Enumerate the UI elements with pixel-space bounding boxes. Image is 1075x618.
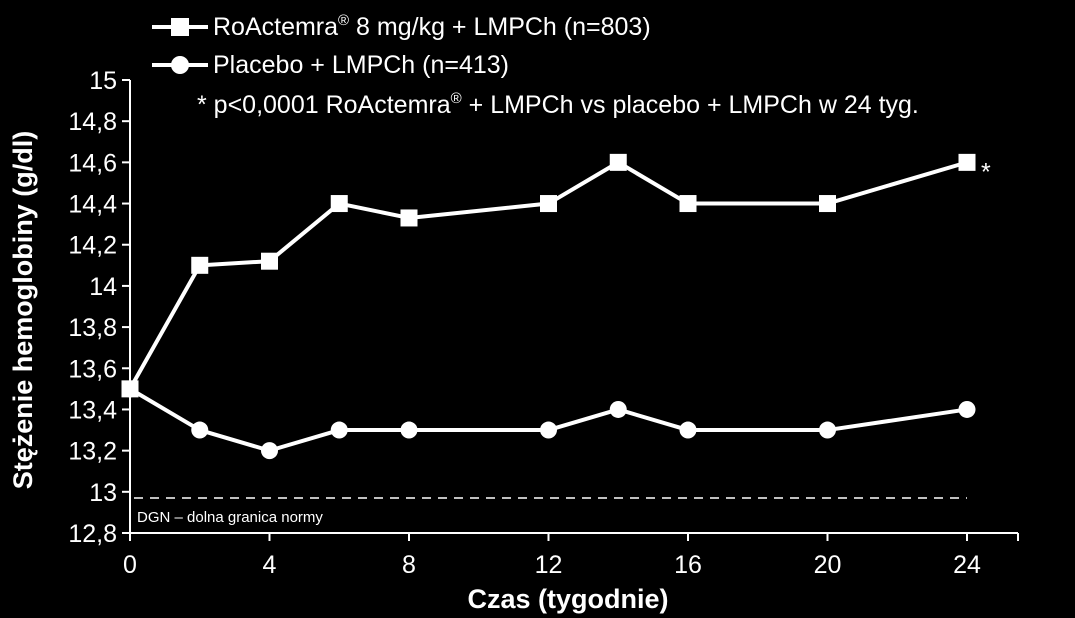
footnote-part-a: * p<0,0001 RoActemra	[197, 91, 451, 119]
y-tick-label: 14	[89, 273, 117, 301]
legend-item-roactemra: RoActemra® 8 mg/kg + LMPCh (n=803)	[152, 12, 651, 41]
footnote-sup: ®	[451, 90, 462, 107]
y-tick-label: 13,6	[68, 355, 117, 383]
data-point-square	[191, 256, 209, 274]
legend-label-roactemra: RoActemra® 8 mg/kg + LMPCh (n=803)	[213, 12, 651, 41]
footnote-part-b: + LMPCh vs placebo + LMPCh w 24 tyg.	[462, 91, 919, 119]
data-point-square	[121, 380, 139, 398]
y-tick-label: 13	[89, 479, 117, 507]
data-point-square	[261, 252, 278, 270]
data-point-square	[958, 153, 976, 171]
y-ticks: 12,8 13 13,2 13,4 13,6 13,8 14 14,2 14,4 14,6 14,8…	[68, 67, 130, 548]
legend-item-placebo: Placebo + LMPCh (n=413)	[152, 51, 509, 79]
legend-label-placebo: Placebo + LMPCh (n=413)	[213, 51, 509, 79]
data-point-square	[819, 195, 836, 213]
data-point-square	[609, 153, 627, 171]
data-point-square	[679, 195, 697, 213]
data-point-circle	[540, 421, 557, 439]
legend-label-roactemra-rest: 8 mg/kg + LMPCh (n=803)	[349, 13, 651, 41]
legend-marker-circle	[171, 56, 189, 74]
y-tick-label: 12,8	[68, 520, 117, 548]
data-point-circle	[679, 421, 697, 439]
footnote-significance: * p<0,0001 RoActemra® + LMPCh vs placebo…	[197, 90, 919, 119]
data-point-circle	[261, 442, 278, 460]
y-tick-label: 13,2	[68, 438, 117, 466]
legend-marker-square	[171, 18, 189, 36]
y-tick-label: 14,6	[68, 149, 117, 177]
series-line-square	[128, 160, 968, 390]
axes	[129, 80, 1018, 534]
y-tick-label: 13,8	[68, 314, 117, 342]
x-tick-label: 12	[535, 551, 563, 579]
y-axis-title: Stężenie hemoglobiny (g/dl)	[8, 131, 38, 490]
x-tick-label: 16	[674, 551, 702, 579]
reference-line-label: DGN – dolna granica normy	[137, 509, 323, 526]
x-tick-label: 20	[814, 551, 842, 579]
legend: RoActemra® 8 mg/kg + LMPCh (n=803) Place…	[152, 12, 919, 119]
legend-label-roactemra-sup: ®	[338, 12, 349, 29]
data-point-circle	[191, 421, 209, 439]
y-tick-label: 13,4	[68, 396, 117, 424]
data-point-circle	[819, 421, 836, 439]
significance-star: *	[981, 158, 991, 186]
x-tick-label: 4	[263, 551, 277, 579]
data-point-circle	[400, 421, 418, 439]
legend-label-roactemra-main: RoActemra	[213, 13, 338, 41]
x-tick-label: 8	[402, 551, 416, 579]
data-point-square	[330, 195, 348, 213]
x-tick-label: 24	[953, 551, 981, 579]
x-ticks: 0 4 8 12 16 20 24	[123, 533, 1019, 579]
x-tick-label: 0	[123, 551, 137, 579]
y-tick-label: 15	[89, 67, 117, 95]
series-line-circle	[128, 387, 968, 453]
data-point-circle	[958, 400, 976, 418]
data-point-square	[400, 209, 418, 227]
data-point-square	[540, 195, 557, 213]
y-tick-label: 14,4	[68, 191, 117, 219]
series-layer	[121, 153, 976, 460]
data-point-circle	[609, 400, 627, 418]
data-point-circle	[330, 421, 348, 439]
y-tick-label: 14,8	[68, 108, 117, 136]
x-axis-title: Czas (tygodnie)	[467, 584, 668, 614]
y-tick-label: 14,2	[68, 232, 117, 260]
